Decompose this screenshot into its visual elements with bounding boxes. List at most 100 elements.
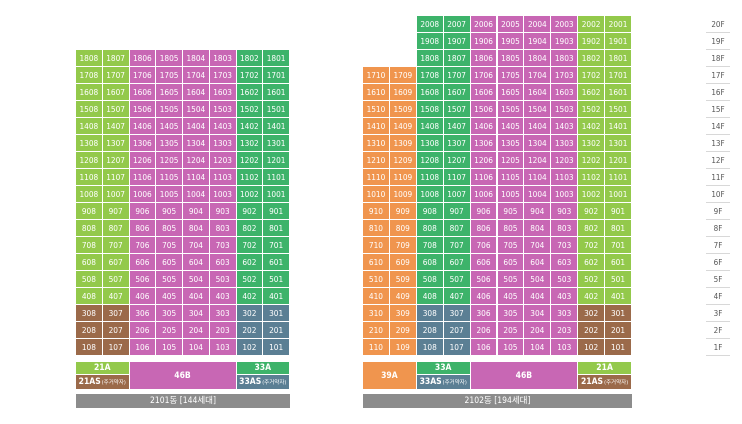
- unit-cell: 604: [524, 254, 552, 272]
- unit-cell: 1007: [102, 186, 130, 204]
- unit-cell: 1905: [497, 33, 525, 51]
- unit-type-21as: 21AS (주거약자): [578, 375, 632, 391]
- unit-cell: 1205: [156, 152, 183, 170]
- unit-cell: 1104: [524, 169, 552, 187]
- unit-cell: 204: [524, 322, 552, 340]
- unit-cell: 503: [209, 271, 237, 289]
- unit-cell: 505: [156, 271, 183, 289]
- unit-cell: 603: [551, 254, 579, 272]
- unit-cell: 1201: [263, 152, 290, 170]
- unit-cell: 808: [416, 220, 444, 238]
- unit-cell: 1601: [263, 84, 290, 102]
- unit-cell: 905: [156, 203, 183, 221]
- unit-cell: 404: [524, 288, 552, 306]
- unit-cell: 104: [524, 339, 552, 357]
- unit-cell: 1103: [209, 169, 237, 187]
- unit-cell: 202: [578, 322, 606, 340]
- unit-cell: 510: [363, 271, 390, 289]
- unit-cell: 1706: [470, 67, 498, 85]
- unit-cell: 1109: [389, 169, 417, 187]
- floor-label: 12F: [706, 152, 730, 170]
- unit-cell: 405: [156, 288, 183, 306]
- unit-cell: 405: [497, 288, 525, 306]
- unit-cell: 1509: [389, 101, 417, 119]
- floor-label: 11F: [706, 169, 730, 187]
- unit-cell: 507: [443, 271, 471, 289]
- unit-cell: 408: [76, 288, 103, 306]
- unit-cell: 1101: [605, 169, 632, 187]
- floor-label: 5F: [706, 271, 730, 289]
- unit-cell: 1204: [524, 152, 552, 170]
- unit-cell: 1602: [236, 84, 264, 102]
- unit-cell: 603: [209, 254, 237, 272]
- unit-cell: 1806: [129, 50, 157, 68]
- unit-cell: 404: [183, 288, 210, 306]
- floor-label: 14F: [706, 118, 730, 136]
- unit-cell: 1709: [389, 67, 417, 85]
- unit-cell: 1108: [76, 169, 103, 187]
- floor-label: 4F: [706, 288, 730, 306]
- unit-cell: 307: [443, 305, 471, 323]
- floor-label: 13F: [706, 135, 730, 153]
- unit-cell: 1608: [416, 84, 444, 102]
- unit-cell: 308: [416, 305, 444, 323]
- unit-cell: 805: [497, 220, 525, 238]
- unit-cell: 1502: [236, 101, 264, 119]
- unit-cell: 1607: [102, 84, 130, 102]
- unit-cell: 1107: [102, 169, 130, 187]
- unit-cell: 604: [183, 254, 210, 272]
- unit-cell: 806: [470, 220, 498, 238]
- unit-cell: 207: [443, 322, 471, 340]
- floor-label: 17F: [706, 67, 730, 85]
- unit-cell: 1208: [76, 152, 103, 170]
- unit-cell: 102: [578, 339, 606, 357]
- unit-cell: 1508: [416, 101, 444, 119]
- unit-cell: 1009: [389, 186, 417, 204]
- unit-cell: 1507: [102, 101, 130, 119]
- unit-cell: 702: [236, 237, 264, 255]
- unit-cell: 1805: [497, 50, 525, 68]
- unit-cell: 407: [102, 288, 130, 306]
- unit-cell: 1603: [551, 84, 579, 102]
- unit-cell: 1302: [236, 135, 264, 153]
- unit-cell: 608: [416, 254, 444, 272]
- unit-cell: 1704: [524, 67, 552, 85]
- unit-cell: 1610: [363, 84, 390, 102]
- unit-cell: 101: [263, 339, 290, 357]
- unit-cell: 1204: [183, 152, 210, 170]
- building-label-2102: 2102동 [194세대]: [363, 394, 632, 408]
- unit-cell: 1105: [497, 169, 525, 187]
- unit-cell: 709: [389, 237, 417, 255]
- unit-cell: 1802: [236, 50, 264, 68]
- unit-cell: 1403: [551, 118, 579, 136]
- unit-cell: 204: [183, 322, 210, 340]
- unit-cell: 908: [76, 203, 103, 221]
- unit-cell: 205: [156, 322, 183, 340]
- unit-cell: 1805: [156, 50, 183, 68]
- unit-cell: 1701: [263, 67, 290, 85]
- unit-cell: 1603: [209, 84, 237, 102]
- unit-cell: 1301: [605, 135, 632, 153]
- unit-cell: 810: [363, 220, 390, 238]
- unit-cell: 1903: [551, 33, 579, 51]
- unit-cell: 1806: [470, 50, 498, 68]
- unit-cell: 804: [183, 220, 210, 238]
- unit-cell: 801: [263, 220, 290, 238]
- unit-cell: 1605: [156, 84, 183, 102]
- unit-cell: 1203: [209, 152, 237, 170]
- unit-cell: 1803: [551, 50, 579, 68]
- unit-cell: 507: [102, 271, 130, 289]
- unit-cell: 804: [524, 220, 552, 238]
- unit-cell: 1005: [156, 186, 183, 204]
- unit-cell: 1708: [416, 67, 444, 85]
- unit-cell: 2005: [497, 16, 525, 34]
- unit-cell: 1808: [416, 50, 444, 68]
- floor-label: 10F: [706, 186, 730, 204]
- unit-cell: 1003: [209, 186, 237, 204]
- unit-cell: 1908: [416, 33, 444, 51]
- unit-cell: 302: [578, 305, 606, 323]
- unit-cell: 1503: [551, 101, 579, 119]
- unit-cell: 1307: [443, 135, 471, 153]
- unit-cell: 1302: [578, 135, 606, 153]
- unit-cell: 102: [236, 339, 264, 357]
